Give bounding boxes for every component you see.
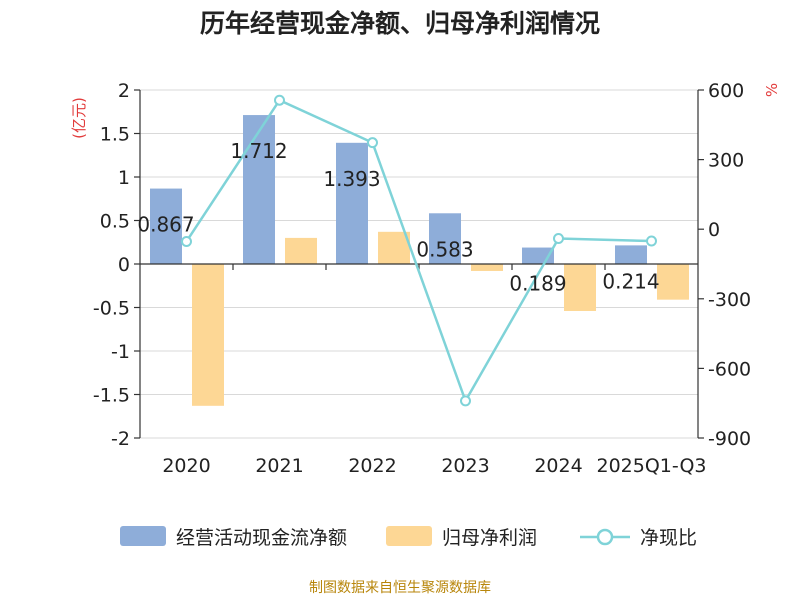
left-axis-unit: (亿元) xyxy=(70,97,88,139)
bar-operating-cash-flow-2021 xyxy=(243,115,275,264)
legend-label-net-profit: 归母净利润 xyxy=(442,527,537,549)
axis-layer: 2 1.5 1 0.5 0 -0.5 -1 -1.5 -2 600 300 0 -300 -600 -900… xyxy=(93,80,751,477)
legend-swatch-net-profit xyxy=(386,526,432,546)
left-tick-label-3: 0.5 xyxy=(100,211,130,233)
line-layer xyxy=(181,94,657,407)
left-tick-label-6: -1 xyxy=(111,341,130,363)
left-tick-label-2: 1 xyxy=(118,167,130,189)
x-tick-label-2: 2022 xyxy=(348,455,396,477)
left-tick-label-4: 0 xyxy=(118,254,130,276)
legend-marker-cash-ratio xyxy=(596,528,614,546)
right-tick-label-2: 0 xyxy=(708,219,720,241)
point-cash-ratio-2021 xyxy=(274,94,285,106)
left-tick-label-1: 1.5 xyxy=(100,124,130,146)
left-tick-label-7: -1.5 xyxy=(93,385,130,407)
bar-net-profit-2025Q1-Q3 xyxy=(657,264,689,300)
x-tick-label-0: 2020 xyxy=(162,455,210,477)
left-tick-label-8: -2 xyxy=(111,428,130,450)
legend-label-cash-ratio: 净现比 xyxy=(640,527,697,549)
right-tick-label-5: -900 xyxy=(708,428,751,450)
bar-net-profit-2022 xyxy=(378,231,410,264)
point-cash-ratio-2022 xyxy=(367,137,378,149)
data-label-operating-cash-flow-2025Q1-Q3: 0.214 xyxy=(602,269,659,293)
bar-net-profit-2021 xyxy=(285,237,317,264)
bar-operating-cash-flow-2020 xyxy=(150,188,182,264)
right-tick-label-0: 600 xyxy=(708,80,744,102)
bar-net-profit-2023 xyxy=(471,264,503,271)
chart-title: 历年经营现金净额、归母净利润情况 xyxy=(200,9,600,38)
right-tick-label-4: -600 xyxy=(708,358,751,380)
legend-swatch-operating-cash-flow xyxy=(120,526,166,546)
bar-operating-cash-flow-2023 xyxy=(429,213,461,264)
bar-operating-cash-flow-2022 xyxy=(336,142,368,264)
point-cash-ratio-2023 xyxy=(460,395,471,407)
point-cash-ratio-2024 xyxy=(553,232,564,244)
data-label-operating-cash-flow-2023: 0.583 xyxy=(416,237,473,261)
data-source: 制图数据来自恒生聚源数据库 xyxy=(309,580,491,596)
left-tick-label-5: -0.5 xyxy=(93,298,130,320)
right-axis-unit: % xyxy=(763,83,781,97)
right-tick-label-1: 300 xyxy=(708,150,744,172)
x-tick-label-4: 2024 xyxy=(534,455,582,477)
legend-label-operating-cash-flow: 经营活动现金流净额 xyxy=(176,527,347,549)
line-cash-ratio xyxy=(185,98,652,404)
x-tick-label-1: 2021 xyxy=(255,455,303,477)
label-layer: 0.867 1.712 1.393 0.583 0.189 0.214 xyxy=(137,139,659,296)
point-cash-ratio-2025Q1-Q3 xyxy=(646,235,657,247)
legend: 经营活动现金流净额 归母净利润 净现比 xyxy=(120,526,697,549)
point-cash-ratio-2020 xyxy=(181,235,192,247)
bar-operating-cash-flow-2025Q1-Q3 xyxy=(615,245,647,264)
bar-layer xyxy=(150,115,689,406)
bar-net-profit-2024 xyxy=(564,264,596,311)
x-tick-label-3: 2023 xyxy=(441,455,489,477)
bar-net-profit-2020 xyxy=(192,264,224,406)
data-label-operating-cash-flow-2024: 0.189 xyxy=(509,272,566,296)
data-label-operating-cash-flow-2022: 1.393 xyxy=(323,167,380,191)
x-tick-label-5: 2025Q1-Q3 xyxy=(597,455,707,477)
data-label-operating-cash-flow-2021: 1.712 xyxy=(230,139,287,163)
data-label-operating-cash-flow-2020: 0.867 xyxy=(137,213,194,237)
left-tick-label-0: 2 xyxy=(118,80,130,102)
right-tick-label-3: -300 xyxy=(708,289,751,311)
